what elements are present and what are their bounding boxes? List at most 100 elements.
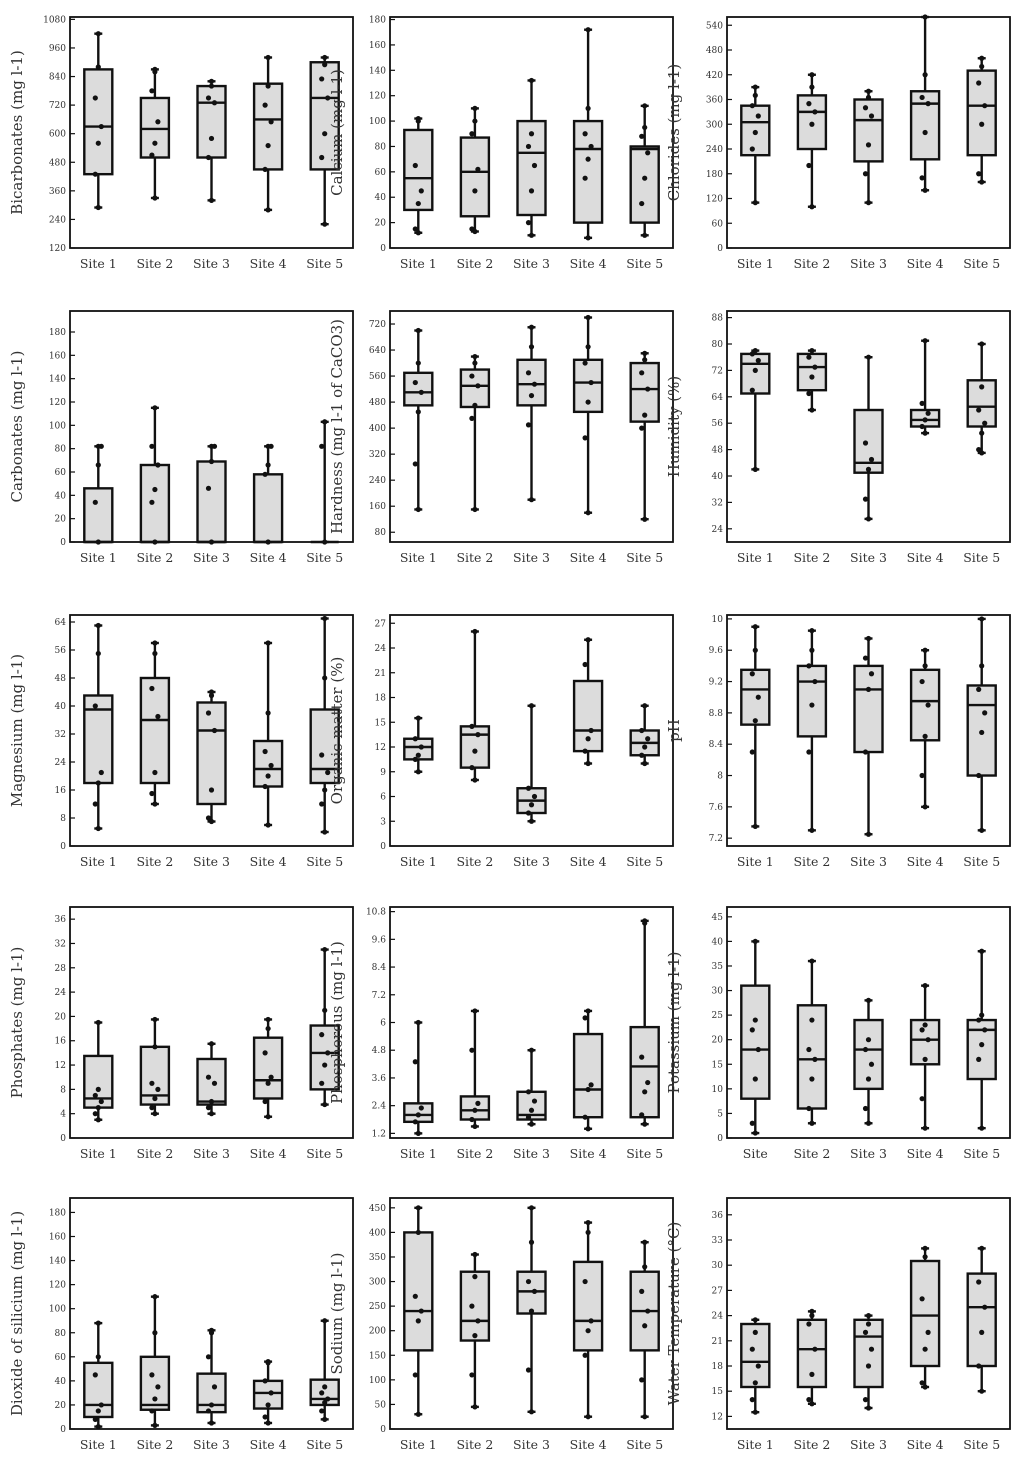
data-point [642,175,648,181]
data-point [469,723,475,729]
data-point [265,710,271,716]
data-point [919,175,925,181]
box-3 [853,354,884,522]
plot-frame [389,614,674,847]
iqr-box [740,668,771,726]
y-axis-label: Potassium (mg l-1) [665,951,683,1093]
data-point [809,827,815,833]
data-point [925,410,931,416]
x-tick-label: Site 2 [136,1146,173,1161]
y-tick-label: 600 [49,130,66,140]
y-tick-label: 72 [712,366,723,376]
data-point [322,1101,328,1108]
data-point [645,1308,651,1314]
x-tick-label: Site 4 [907,854,944,869]
data-point [415,769,421,775]
box-5 [309,1318,340,1422]
data-point [472,353,478,360]
data-point [472,1123,478,1130]
data-point [582,175,588,181]
data-point [205,485,212,491]
data-point [412,162,418,169]
y-tick-label: 15 [712,1387,724,1397]
data-point [922,663,928,669]
data-point [976,1363,982,1369]
data-point [752,367,758,373]
y-tick-label: 48 [712,446,724,456]
data-point [415,1318,421,1324]
data-point [755,694,761,700]
box-3 [516,1047,547,1127]
plot-frame [726,16,1011,249]
y-tick-label: 40 [55,702,67,712]
x-tick-label: Site 3 [513,1146,550,1161]
y-axis-label: pH [665,719,683,742]
data-point [322,539,328,545]
data-point [922,338,928,344]
x-tick-label: Site 4 [907,550,944,565]
data-point [979,1329,985,1335]
iqr-box [403,737,434,761]
box-5 [966,341,997,456]
data-point [528,1121,535,1127]
x-tick-label: Site 2 [456,1146,493,1161]
data-point [325,95,331,101]
y-tick-label: 32 [712,498,723,508]
iqr-box [196,701,227,806]
data-point [325,769,331,776]
data-point [322,946,328,953]
data-point [585,1414,591,1420]
box-5 [966,616,997,833]
data-point [92,1111,98,1117]
data-point [205,95,212,101]
y-tick-label: 4.8 [372,1046,387,1056]
data-point [585,637,591,643]
data-point [152,1016,158,1023]
chart-panel-15: 12 15 18 21 24 27 30 33 36 Water Temperature (°C)… [665,1197,1011,1452]
data-point [469,1303,475,1309]
data-point [95,539,101,545]
iqr-box [252,1036,284,1100]
data-point [265,773,271,779]
y-tick-label: 100 [369,1376,386,1386]
y-axis-label: Chlorides (mg l-1) [665,64,683,202]
box-2 [459,353,491,513]
data-point [862,655,869,661]
y-tick-label: 7.2 [372,991,386,1001]
data-point [809,1076,815,1082]
data-point [262,783,268,790]
data-point [95,1354,101,1360]
x-tick-label: Site 5 [306,256,343,271]
y-tick-label: 100 [369,117,386,127]
y-tick-label: 1.2 [372,1129,386,1139]
box-5 [629,1239,660,1420]
plot-frame [726,1197,1011,1430]
data-point [922,1125,928,1131]
y-tick-label: 7.2 [709,834,723,844]
data-point [642,350,648,356]
y-tick-label: 100 [49,421,66,431]
data-point [268,1074,274,1080]
y-axis-label: Phosphates (mg l-1) [8,947,26,1099]
data-point [749,1027,755,1033]
data-point [752,624,758,630]
data-point [862,749,869,755]
data-point [205,1408,212,1414]
y-tick-label: 1080 [43,15,66,25]
y-axis-label: Hardness (mg l-1 of CaCO3) [328,319,346,534]
data-point [322,1399,328,1406]
data-point [475,383,481,389]
data-point [809,1017,815,1023]
data-point [585,314,591,321]
data-point [919,1296,925,1302]
data-point [152,1095,158,1102]
x-tick-label: Site 3 [193,256,230,271]
x-tick-label: Site 3 [513,550,550,565]
iqr-box [459,1270,491,1342]
data-point [418,1308,424,1314]
data-point [749,1346,755,1352]
data-point [752,938,758,945]
iqr-box [459,725,491,769]
y-tick-label: 4 [60,1110,66,1120]
y-tick-label: 180 [49,328,66,338]
